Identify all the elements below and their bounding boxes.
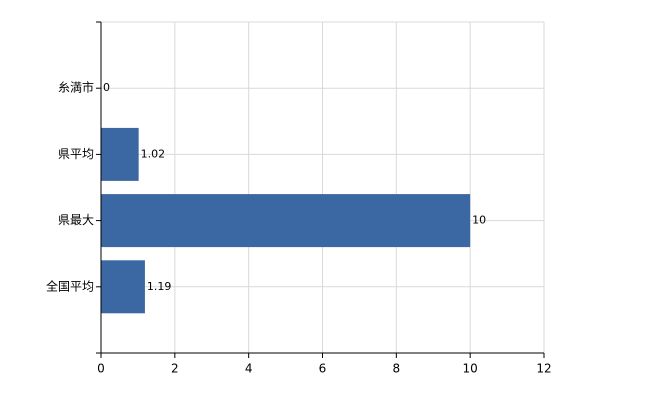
- bar: [101, 194, 471, 248]
- y-tick-label: 全国平均: [46, 278, 94, 293]
- x-tick-label: 0: [97, 362, 105, 376]
- y-tick-label: 糸満市: [58, 80, 94, 95]
- value-label: 0: [103, 81, 110, 94]
- value-label: 10: [472, 214, 486, 227]
- x-tick-label: 8: [393, 362, 401, 376]
- x-tick-label: 6: [319, 362, 327, 376]
- bar: [101, 260, 145, 314]
- bar: [101, 127, 139, 181]
- x-tick-label: 4: [245, 362, 253, 376]
- x-tick-label: 2: [171, 362, 179, 376]
- value-label: 1.19: [147, 280, 172, 293]
- x-tick-label: 12: [536, 362, 551, 376]
- y-tick-label: 県最大: [58, 213, 94, 227]
- x-tick-label: 10: [463, 362, 478, 376]
- value-label: 1.02: [141, 147, 166, 160]
- y-tick-label: 県平均: [58, 147, 94, 161]
